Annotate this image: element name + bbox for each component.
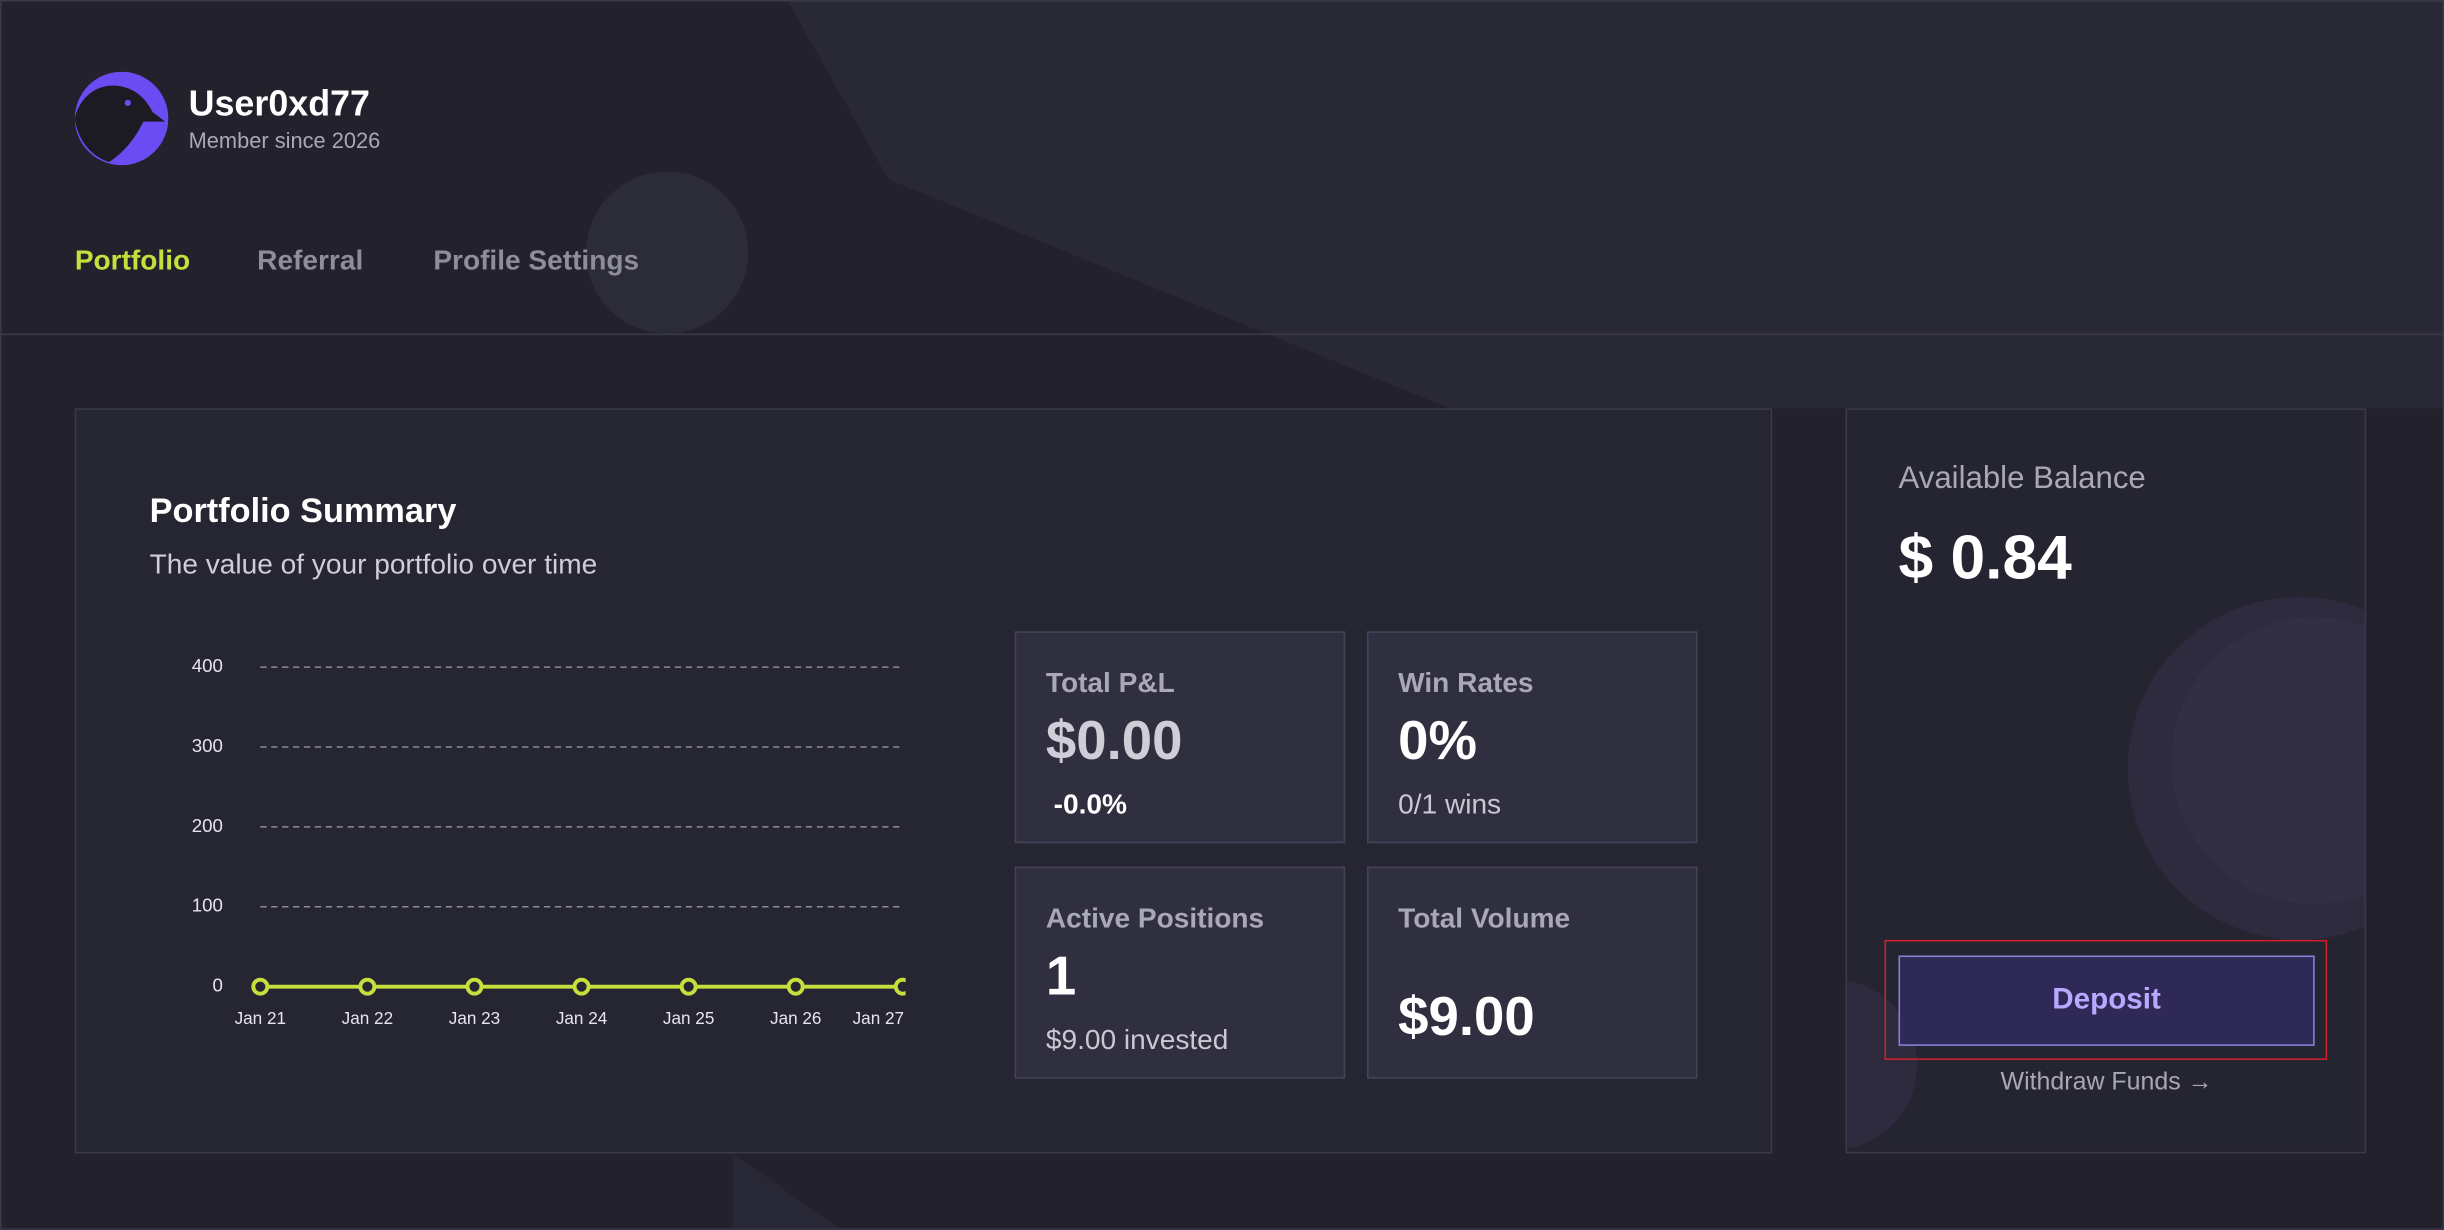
- card-title: Portfolio Summary: [149, 490, 457, 530]
- point: [572, 977, 591, 996]
- y-tick-label: 100: [192, 895, 223, 916]
- stat-card: Win Rates 0% 0/1 wins: [1366, 631, 1698, 844]
- stat-card: Total P&L $0.00 -0.0%: [1014, 631, 1346, 844]
- x-tick-label: Jan 21: [235, 1008, 286, 1028]
- stat-label: Win Rates: [1398, 667, 1534, 699]
- stat-value: $0.00: [1045, 710, 1183, 772]
- coin-decoration: [1847, 597, 2365, 1149]
- stat-value: $9.00: [1398, 986, 1535, 1048]
- stat-label: Total P&L: [1045, 667, 1175, 699]
- member-since: Member since 2026: [188, 127, 381, 153]
- y-tick-label: 0: [212, 975, 222, 996]
- card-subtitle: The value of your portfolio over time: [149, 548, 598, 580]
- stat-value: 1: [1045, 946, 1077, 1007]
- x-tick-label: Jan 26: [770, 1008, 821, 1028]
- y-tick-label: 400: [192, 655, 223, 676]
- point: [893, 977, 906, 996]
- point: [465, 977, 484, 996]
- x-tick-label: Jan 27: [853, 1008, 904, 1028]
- username: User0xd77: [188, 82, 370, 124]
- stat-value: 0%: [1398, 710, 1478, 772]
- point: [786, 977, 805, 996]
- y-tick-label: 300: [192, 735, 223, 756]
- deposit-button[interactable]: Deposit: [1898, 955, 2315, 1046]
- tab[interactable]: Referral: [257, 244, 364, 276]
- tab[interactable]: Profile Settings: [433, 244, 640, 276]
- y-tick-label: 200: [192, 815, 223, 836]
- x-tick-label: Jan 22: [342, 1008, 393, 1028]
- balance-label: Available Balance: [1898, 461, 2146, 496]
- balance-value: $ 0.84: [1898, 523, 2072, 593]
- stat-label: Total Volume: [1398, 902, 1571, 934]
- x-tick-label: Jan 24: [556, 1008, 608, 1028]
- highlight-box: [1884, 939, 2328, 1060]
- point: [251, 977, 270, 996]
- stat-card: Active Positions 1 $9.00 invested: [1014, 866, 1346, 1079]
- withdraw-link[interactable]: Withdraw Funds →: [2000, 1069, 2213, 1096]
- x-tick-label: Jan 23: [449, 1008, 500, 1028]
- stat-sub: -0.0%: [1053, 788, 1127, 820]
- avatar: [74, 71, 169, 166]
- stat-card: Total Volume $9.00: [1366, 866, 1698, 1079]
- tab-active[interactable]: Portfolio: [74, 244, 191, 276]
- point: [679, 977, 698, 996]
- stat-sub: 0/1 wins: [1398, 788, 1502, 820]
- point: [358, 977, 377, 996]
- plot-area: [251, 977, 906, 996]
- x-tick-label: Jan 25: [663, 1008, 714, 1028]
- stat-sub: $9.00 invested: [1045, 1024, 1229, 1056]
- stat-label: Active Positions: [1045, 902, 1265, 934]
